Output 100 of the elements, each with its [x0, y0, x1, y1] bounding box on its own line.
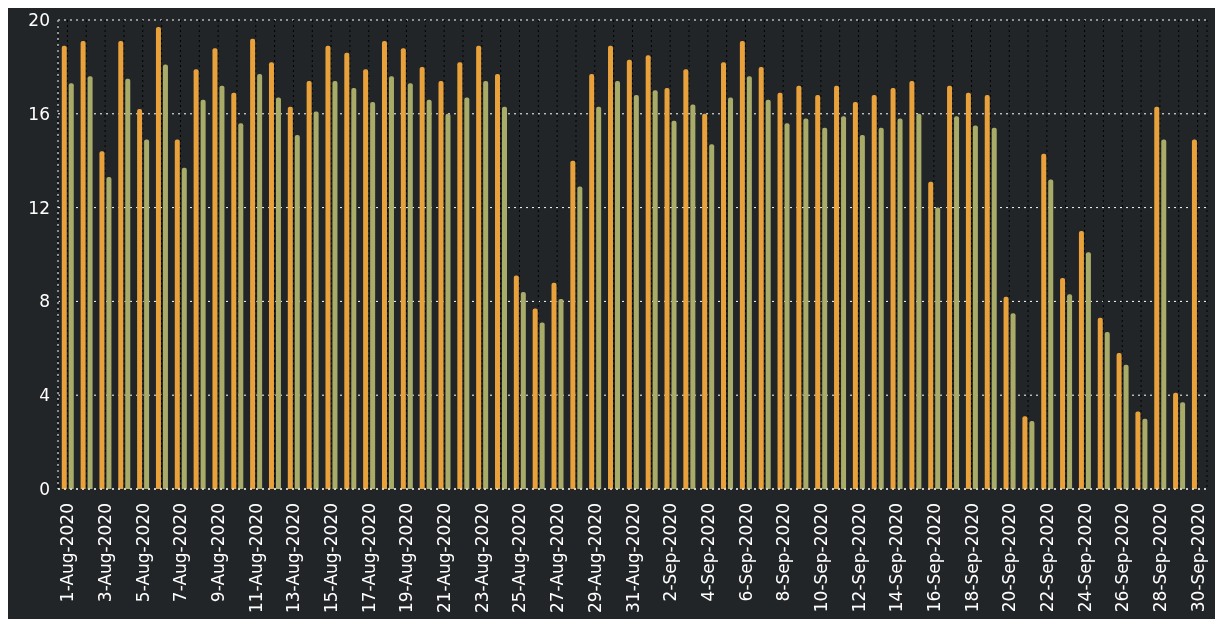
bar — [758, 66, 764, 489]
x-tick-label: 29-Aug-2020 — [584, 503, 605, 613]
bar — [539, 322, 545, 489]
bar — [61, 45, 67, 489]
bar — [532, 308, 538, 489]
bar — [746, 76, 752, 489]
bar — [645, 55, 651, 489]
bar — [608, 45, 614, 489]
bar — [155, 27, 161, 489]
bar — [928, 181, 934, 489]
bar — [125, 78, 131, 489]
x-tick-label: 3-Aug-2020 — [95, 503, 116, 603]
bar — [551, 282, 557, 489]
bar — [890, 88, 896, 489]
x-tick-label: 15-Aug-2020 — [321, 503, 342, 613]
bar — [513, 275, 519, 489]
bar — [457, 62, 463, 489]
bar — [1060, 277, 1066, 489]
bar — [388, 76, 394, 489]
bar — [577, 186, 583, 489]
bar — [1097, 317, 1103, 489]
bar — [709, 144, 715, 489]
bar — [671, 120, 677, 489]
x-tick-label: 12-Sep-2020 — [848, 503, 869, 613]
bar — [212, 48, 218, 489]
bar — [268, 62, 274, 489]
bar — [495, 73, 500, 489]
bar — [897, 118, 903, 489]
bar — [118, 41, 124, 489]
x-tick-label: 13-Aug-2020 — [283, 503, 304, 613]
bar — [1085, 252, 1091, 489]
bar — [464, 97, 470, 489]
bar — [87, 76, 93, 489]
bar — [633, 95, 639, 489]
x-tick-label: 7-Aug-2020 — [170, 503, 191, 603]
bar — [702, 113, 708, 489]
bar — [231, 92, 237, 489]
bar — [852, 102, 858, 489]
bar — [822, 127, 828, 489]
bar — [80, 41, 86, 489]
x-tick-label: 22-Sep-2020 — [1036, 503, 1057, 613]
bar — [721, 62, 727, 489]
bar — [162, 64, 168, 489]
bar — [476, 45, 482, 489]
bar — [815, 95, 821, 489]
bar — [1022, 416, 1028, 489]
bar — [68, 83, 74, 489]
bar — [878, 127, 884, 489]
x-tick-label: 21-Aug-2020 — [434, 503, 455, 613]
bar — [313, 111, 319, 489]
bar — [200, 99, 206, 489]
bar — [381, 41, 387, 489]
bar — [1067, 294, 1073, 489]
bar — [306, 80, 312, 489]
bar — [1003, 296, 1009, 489]
bar — [664, 88, 670, 489]
bar — [935, 207, 941, 489]
x-tick-label: 10-Sep-2020 — [810, 503, 831, 613]
bar — [351, 88, 357, 489]
y-tick-label: 0 — [39, 479, 50, 500]
bar — [137, 109, 143, 489]
y-tick-label: 12 — [28, 197, 50, 218]
bar — [916, 113, 922, 489]
bar — [275, 97, 281, 489]
x-tick-label: 28-Sep-2020 — [1149, 503, 1170, 613]
x-tick-label: 11-Aug-2020 — [245, 503, 266, 613]
bar — [344, 52, 350, 489]
x-tick-label: 9-Aug-2020 — [208, 503, 229, 603]
bar — [257, 73, 263, 489]
bar — [1180, 402, 1186, 489]
bar — [1041, 153, 1047, 489]
y-tick-label: 8 — [39, 291, 50, 312]
x-tick-label: 18-Sep-2020 — [961, 503, 982, 613]
bar — [438, 80, 444, 489]
x-tick-label: 24-Sep-2020 — [1074, 503, 1095, 613]
bar — [1154, 106, 1160, 489]
x-tick-label: 27-Aug-2020 — [547, 503, 568, 613]
bar — [803, 118, 809, 489]
x-tick-label: 6-Sep-2020 — [735, 503, 756, 602]
bar — [445, 113, 451, 489]
bar — [1173, 392, 1179, 489]
bar — [777, 92, 783, 489]
bar — [1161, 139, 1167, 489]
bar — [106, 177, 112, 489]
bar — [181, 167, 187, 489]
bar — [419, 66, 425, 489]
bar — [728, 97, 734, 489]
bar — [683, 69, 689, 489]
bar — [1029, 421, 1035, 489]
bar — [483, 80, 489, 489]
bar — [294, 134, 300, 489]
bar — [570, 160, 576, 489]
x-tick-label: 16-Sep-2020 — [923, 503, 944, 613]
bar — [954, 116, 960, 489]
bar — [99, 151, 105, 489]
x-tick-label: 17-Aug-2020 — [358, 503, 379, 613]
y-tick-label: 16 — [28, 103, 50, 124]
x-tick-label: 4-Sep-2020 — [697, 503, 718, 602]
y-tick-label: 4 — [39, 385, 50, 406]
bar — [287, 106, 293, 489]
